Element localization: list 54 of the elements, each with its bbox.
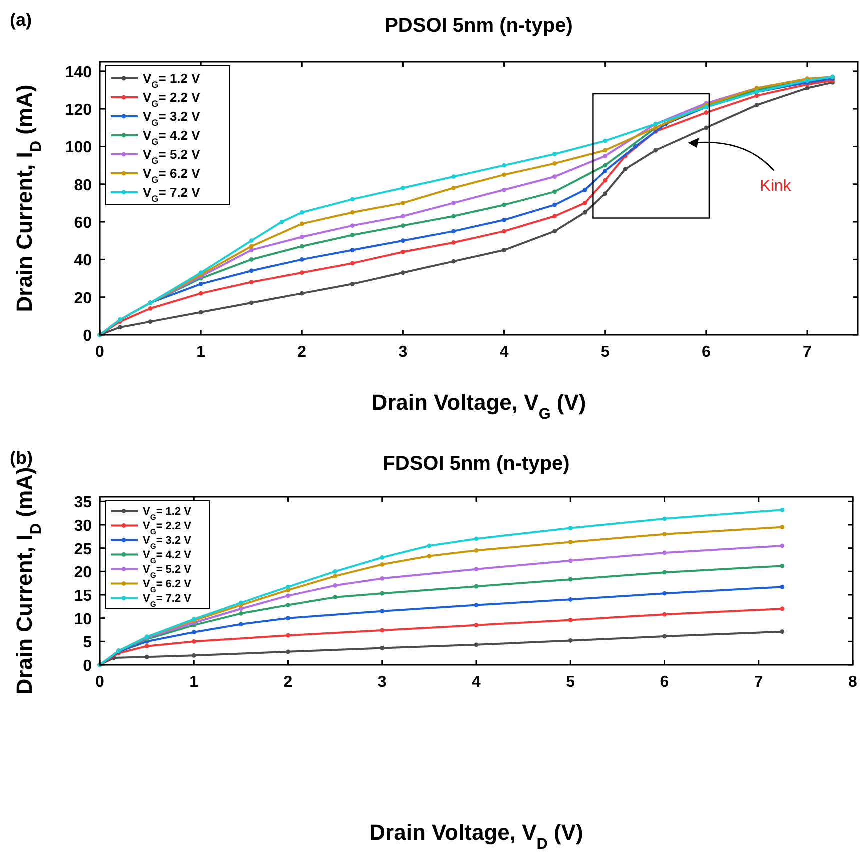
- legend-label: V$_{G}$= 1.2 V: [143, 506, 192, 522]
- legend-label: V$_{G}$= 7.2 V: [143, 593, 192, 609]
- x-axis-title: Drain Voltage, V$_{D}$ (V): [370, 820, 584, 852]
- y-tick-label: 30: [74, 518, 92, 535]
- x-axis-title: Drain Voltage, V$_{G}$ (V): [372, 390, 586, 422]
- x-tick-label: 7: [803, 344, 812, 361]
- legend-label: V$_{G}$= 1.2 V: [143, 71, 201, 90]
- chart-title: PDSOI 5nm (n-type): [385, 15, 573, 37]
- legend-label: V$_{G}$= 2.2 V: [143, 90, 201, 110]
- y-tick-label: 120: [65, 102, 92, 120]
- y-tick-label: 20: [74, 290, 92, 308]
- x-tick-label: 2: [298, 344, 307, 361]
- annotation: Kink: [760, 178, 792, 195]
- x-tick-label: 1: [190, 674, 199, 691]
- y-tick-label: 5: [83, 634, 92, 652]
- text: (b): [10, 448, 33, 468]
- x-tick-label: 4: [472, 674, 482, 691]
- legend-label: V$_{G}$= 6.2 V: [143, 166, 201, 186]
- x-tick-label: 6: [660, 674, 670, 691]
- y-tick-label: 10: [74, 611, 92, 628]
- legend-label: V$_{G}$= 3.2 V: [143, 109, 201, 128]
- legend-label: V$_{G}$= 4.2 V: [143, 550, 192, 566]
- y-tick-label: 25: [74, 541, 92, 558]
- legend-label: V$_{G}$= 7.2 V: [143, 185, 201, 204]
- x-tick-label: 0: [96, 344, 105, 361]
- y-tick-label: 15: [74, 588, 92, 605]
- y-tick-label: 60: [74, 215, 92, 232]
- x-tick-label: 3: [378, 674, 387, 691]
- legend-label: V$_{G}$= 5.2 V: [143, 147, 201, 166]
- x-tick-label: 4: [500, 344, 509, 361]
- x-tick-label: 5: [566, 674, 576, 691]
- legend-label: V$_{G}$= 2.2 V: [143, 520, 192, 536]
- y-tick-label: 0: [83, 328, 92, 345]
- x-tick-label: 3: [398, 344, 408, 361]
- x-tick-label: 2: [284, 674, 293, 691]
- legend-label: V$_{G}$= 6.2 V: [143, 578, 192, 594]
- x-tick-label: 6: [702, 344, 711, 361]
- legend-label: V$_{G}$= 5.2 V: [143, 564, 192, 580]
- x-tick-label: 1: [196, 344, 206, 361]
- x-tick-label: 8: [848, 674, 858, 691]
- x-tick-label: 0: [96, 674, 105, 691]
- chart-title: FDSOI 5nm (n-type): [383, 453, 570, 475]
- y-tick-label: 80: [74, 177, 92, 194]
- y-tick-label: 20: [74, 564, 92, 582]
- x-tick-label: 5: [600, 344, 610, 361]
- y-tick-label: 140: [65, 64, 92, 82]
- text: (a): [10, 10, 32, 30]
- y-tick-label: 35: [74, 494, 92, 512]
- y-tick-label: 100: [65, 140, 92, 157]
- y-tick-label: 0: [83, 658, 92, 675]
- x-tick-label: 7: [754, 674, 764, 691]
- y-tick-label: 40: [74, 252, 92, 270]
- legend-label: V$_{G}$= 3.2 V: [143, 535, 192, 551]
- legend-label: V$_{G}$= 4.2 V: [143, 128, 201, 148]
